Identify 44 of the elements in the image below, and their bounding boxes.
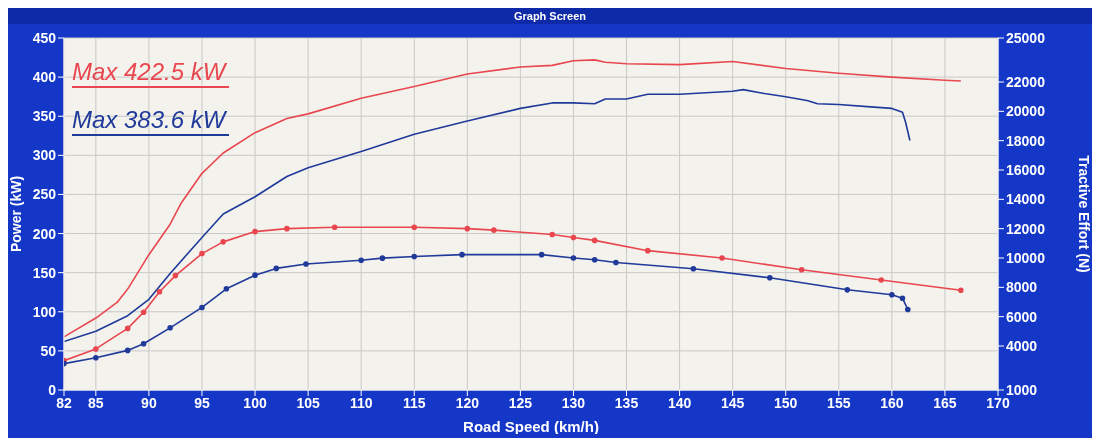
y2-tick-label: 16000 <box>1006 161 1046 178</box>
y2-tick-label: 4000 <box>1006 337 1038 354</box>
x-tick-label: 120 <box>455 394 480 411</box>
y-tick-label: 0 <box>48 381 57 398</box>
y2-axis-title: Tractive Effort (N) <box>1076 155 1093 273</box>
x-tick-label: 145 <box>720 394 745 411</box>
x-tick-label: 155 <box>827 394 851 411</box>
x-tick-label: 82 <box>56 394 72 411</box>
y-axis-title: Power (kW) <box>7 175 24 253</box>
annotation: Max 383.6 kW <box>72 106 230 136</box>
y-tick-label: 100 <box>32 303 57 320</box>
y2-tick-label: 8000 <box>1006 279 1038 296</box>
y-tick-label: 400 <box>32 69 57 86</box>
y2-tick-label: 14000 <box>1006 191 1046 208</box>
y-tick-label: 200 <box>32 225 57 242</box>
y2-tick-label: 20000 <box>1006 103 1046 120</box>
x-tick-label: 85 <box>88 394 104 411</box>
x-tick-label: 100 <box>243 394 267 411</box>
x-tick-label: 105 <box>296 394 321 411</box>
x-tick-label: 90 <box>141 394 157 411</box>
x-tick-label: 135 <box>614 394 639 411</box>
y-tick-label: 300 <box>32 147 57 164</box>
y-tick-label: 450 <box>32 29 57 46</box>
chart-title: Graph Screen <box>8 8 1092 24</box>
x-tick-label: 95 <box>194 394 210 411</box>
y-tick-label: 250 <box>32 186 57 203</box>
x-tick-label: 140 <box>667 394 692 411</box>
y2-tick-label: 6000 <box>1006 308 1038 325</box>
x-tick-label: 110 <box>349 394 373 411</box>
x-tick-label: 125 <box>508 394 533 411</box>
y2-tick-label: 10000 <box>1006 249 1046 266</box>
x-tick-label: 160 <box>880 394 904 411</box>
y-tick-label: 350 <box>32 108 57 125</box>
y2-tick-label: 18000 <box>1006 132 1046 149</box>
y-tick-label: 50 <box>40 342 57 359</box>
annotation: Max 422.5 kW <box>72 58 230 88</box>
x-tick-label: 150 <box>774 394 798 411</box>
y2-tick-label: 12000 <box>1006 220 1046 237</box>
x-tick-label: 165 <box>933 394 957 411</box>
y2-tick-label: 25000 <box>1006 29 1046 46</box>
x-tick-label: 130 <box>561 394 586 411</box>
y-tick-label: 150 <box>32 264 57 281</box>
y2-tick-label: 22000 <box>1006 73 1046 90</box>
x-tick-label: 115 <box>402 394 426 411</box>
